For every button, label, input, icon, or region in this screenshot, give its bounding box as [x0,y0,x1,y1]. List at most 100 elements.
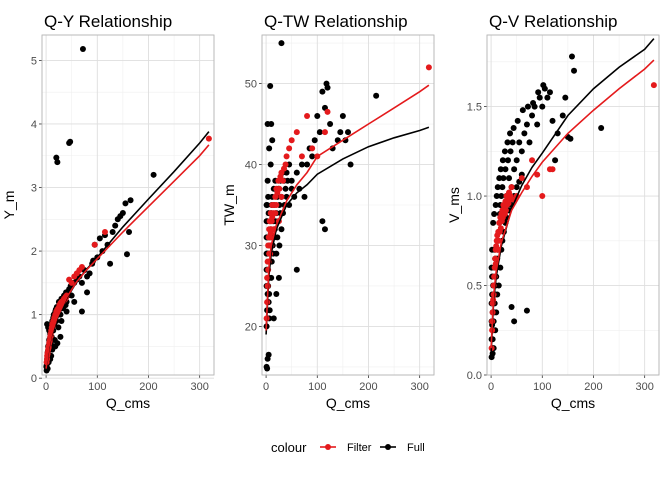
point-full [278,40,285,47]
y-tick-label: 1 [31,310,37,322]
legend-key-point [385,444,391,450]
panel-2: 0 100 200 300 20 30 40 50 Q-TW Relationship Q_cms… [221,12,435,411]
point-full [530,100,537,106]
point-filter [288,137,295,144]
point-full [513,157,520,164]
point-full [265,351,272,358]
chart-title: Q-Y Relationship [44,12,172,31]
point-filter [272,210,279,217]
point-full [264,121,271,128]
point-full [539,103,546,110]
point-full [513,184,520,191]
x-tick-label: 300 [410,381,428,393]
point-filter [276,185,283,192]
point-full [263,202,270,208]
point-filter [507,196,514,203]
legend-item-full: Full [380,442,425,454]
point-filter [529,157,536,164]
y-axis-label: V_ms [446,187,462,223]
point-full [84,289,91,296]
panel-3: 0 100 200 300 0.0 0.5 1.0 1.5 Q-V Relationship Q_… [446,12,660,411]
point-full [269,137,276,144]
point-filter [205,135,212,142]
point-full [497,166,504,173]
point-full [276,242,283,249]
point-full [339,112,346,119]
point-full [504,157,511,164]
point-full [278,226,285,233]
point-filter [286,145,293,152]
point-full [540,82,547,89]
point-full [549,117,556,124]
point-full [501,148,508,155]
point-full [288,177,295,184]
chart-title: Q-V Relationship [489,12,618,31]
point-filter [304,112,311,119]
panel-border [486,34,660,376]
point-full [502,166,509,173]
point-full [497,264,504,271]
point-full [54,340,61,347]
point-full [273,291,280,298]
point-full [265,193,272,200]
point-full [78,279,85,286]
point-full [314,112,321,119]
point-filter [549,166,556,173]
point-filter [534,171,541,178]
point-filter [91,241,98,248]
point-full [516,139,523,146]
point-full [109,229,116,236]
point-full [345,129,351,136]
point-full [494,184,501,191]
point-full [518,148,525,155]
point-filter [293,129,300,136]
point-full [559,112,566,119]
point-full [266,145,273,152]
point-full [562,94,569,101]
point-full [54,159,61,166]
point-filter [273,202,280,208]
panel-border [261,34,435,376]
point-filter [497,225,504,232]
point-full [126,229,133,236]
x-axis-label: Q_cms [106,395,150,411]
y-tick-label: 30 [245,240,257,252]
x-tick-label: 0 [488,381,494,393]
point-filter [425,64,432,71]
legend: colour Filter Full [271,440,425,455]
point-filter [279,177,286,184]
point-filter [650,82,657,89]
fit-line-filter [490,59,655,349]
point-full [511,166,518,173]
y-tick-label: 5 [31,55,37,67]
point-filter [283,153,290,160]
point-full [267,161,274,168]
point-full [119,209,126,216]
point-full [275,274,282,281]
point-full [523,307,530,314]
point-filter [278,193,285,200]
legend-title: colour [271,440,307,455]
point-full [58,317,65,324]
point-full [507,130,514,137]
y-tick-label: 3 [31,183,37,195]
x-tick-label: 200 [139,381,157,393]
point-full [267,83,274,89]
point-filter [492,255,499,262]
point-full [55,324,62,331]
x-tick-label: 100 [533,381,551,393]
point-full [521,130,528,137]
point-filter [502,207,509,214]
x-tick-label: 100 [308,381,326,393]
point-full [496,175,503,182]
x-tick-label: 200 [584,381,602,393]
point-full [319,88,326,95]
point-full [519,107,526,114]
point-full [499,184,506,191]
fit-line-filter [265,84,430,331]
point-filter [266,226,273,233]
point-full [311,137,318,144]
point-filter [68,279,75,286]
point-full [544,94,551,101]
x-tick-label: 300 [635,381,653,393]
